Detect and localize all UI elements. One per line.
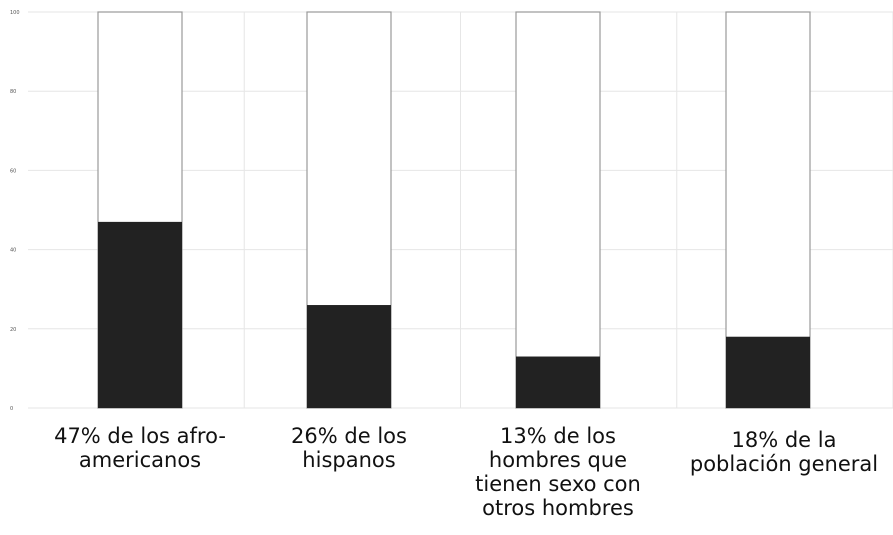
bar-value	[516, 356, 600, 408]
bar-value	[726, 336, 810, 408]
category-label-line: hombres que	[488, 448, 628, 472]
category-label-line: americanos	[78, 448, 202, 472]
category-label: 26% de los hispanos	[249, 424, 449, 472]
category-label-line: 18% de la	[731, 428, 837, 452]
category-label-line: otros hombres	[482, 496, 634, 520]
y-tick-label: 60	[10, 168, 16, 174]
category-label-line: tienen sexo con	[475, 472, 641, 496]
category-label: 18% de la población general	[664, 428, 893, 476]
bar-value	[307, 305, 391, 408]
category-label: 13% de los hombres que tienen sexo con otro…	[453, 424, 663, 520]
bars	[97, 11, 811, 409]
category-label: 47% de los afro-americanos	[25, 424, 255, 472]
category-label-line: hispanos	[302, 448, 396, 472]
y-tick-label: 40	[10, 248, 16, 254]
y-tick-label: 80	[10, 89, 16, 95]
bar-value	[98, 221, 182, 408]
y-tick-label: 0	[10, 406, 13, 412]
category-label-line: 13% de los	[500, 424, 616, 448]
category-label-line: 47% de los afro-	[54, 424, 226, 448]
category-label-line: 26% de los	[291, 424, 407, 448]
bar-chart: 0 20 40 60 80 100	[10, 10, 893, 412]
y-tick-label: 100	[10, 10, 20, 16]
category-label-line: población general	[689, 452, 879, 476]
y-axis-ticks: 0 20 40 60 80 100	[10, 10, 20, 412]
y-tick-label: 20	[10, 327, 16, 333]
bar-remainder	[515, 11, 601, 409]
